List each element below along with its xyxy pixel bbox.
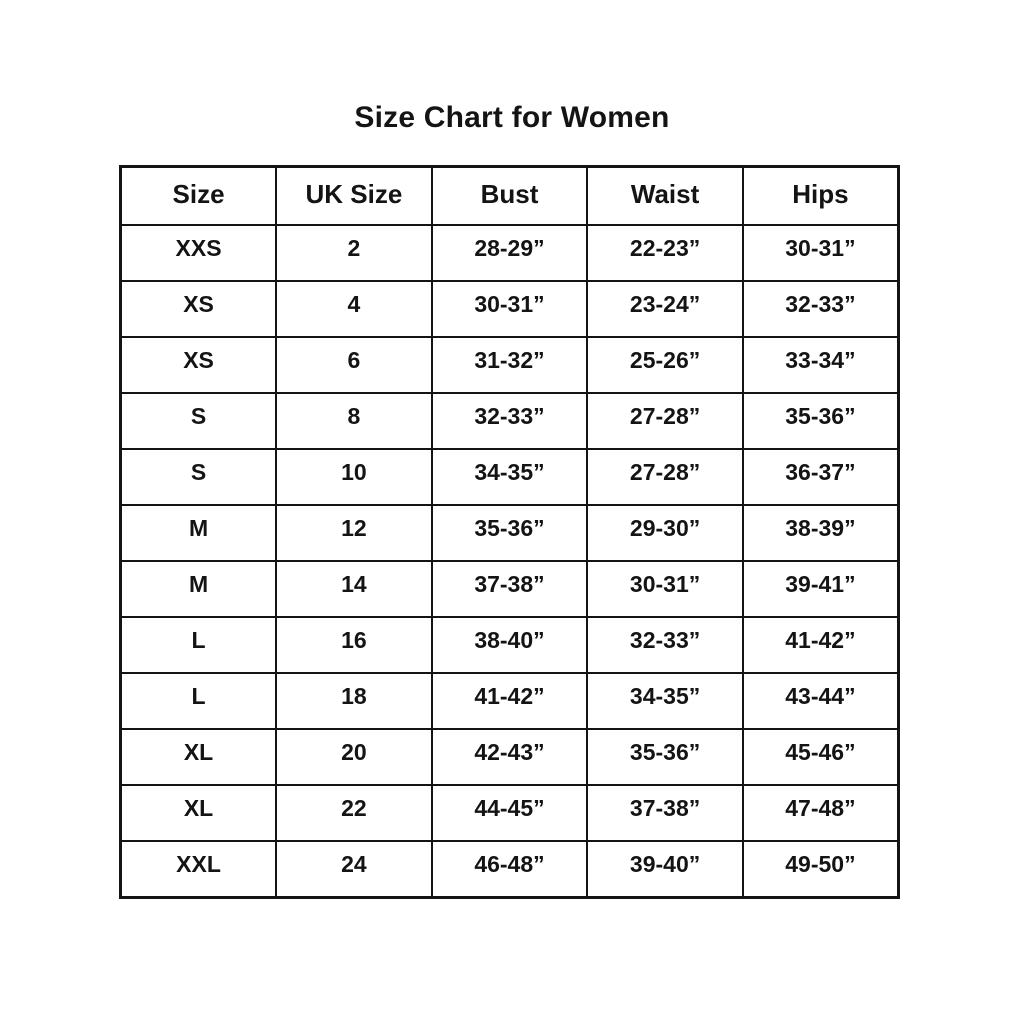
cell-bust: 34-35” — [430, 448, 589, 506]
table-row: S 8 32-33” 27-28” 35-36” — [119, 392, 900, 450]
cell-size: XXS — [119, 224, 278, 282]
cell-waist: 32-33” — [586, 616, 744, 674]
cell-size: XL — [119, 784, 278, 842]
cell-bust: 32-33” — [430, 392, 589, 450]
cell-waist: 27-28” — [586, 448, 744, 506]
size-table: Size UK Size Bust Waist Hips XXS 2 28-29” 22-23… — [119, 165, 900, 899]
cell-uk-size: 16 — [275, 616, 433, 674]
cell-uk-size: 20 — [275, 728, 433, 786]
cell-waist: 25-26” — [586, 336, 744, 394]
cell-bust: 31-32” — [430, 336, 589, 394]
cell-waist: 37-38” — [586, 784, 744, 842]
cell-uk-size: 14 — [275, 560, 433, 618]
cell-size: L — [119, 672, 278, 730]
cell-waist: 39-40” — [586, 840, 744, 898]
table-header: Size UK Size Bust Waist Hips — [119, 165, 900, 226]
cell-uk-size: 10 — [275, 448, 433, 506]
cell-hips: 41-42” — [741, 616, 900, 674]
table-body: XXS 2 28-29” 22-23” 30-31” XS 4 30-31” 23-24” 32-… — [119, 224, 900, 898]
cell-size: S — [119, 392, 278, 450]
cell-uk-size: 24 — [275, 840, 433, 898]
cell-uk-size: 4 — [275, 280, 433, 338]
cell-waist: 27-28” — [586, 392, 744, 450]
cell-bust: 42-43” — [430, 728, 589, 786]
cell-uk-size: 6 — [275, 336, 433, 394]
table-row: XXS 2 28-29” 22-23” 30-31” — [119, 224, 900, 282]
table-row: M 14 37-38” 30-31” 39-41” — [119, 560, 900, 618]
cell-waist: 30-31” — [586, 560, 744, 618]
table-row: XS 6 31-32” 25-26” 33-34” — [119, 336, 900, 394]
cell-hips: 49-50” — [741, 840, 900, 898]
column-header-waist: Waist — [586, 165, 744, 226]
cell-uk-size: 22 — [275, 784, 433, 842]
table-row: XXL 24 46-48” 39-40” 49-50” — [119, 840, 900, 898]
cell-waist: 22-23” — [586, 224, 744, 282]
cell-bust: 37-38” — [430, 560, 589, 618]
cell-waist: 34-35” — [586, 672, 744, 730]
cell-hips: 45-46” — [741, 728, 900, 786]
column-header-bust: Bust — [430, 165, 589, 226]
table-header-row: Size UK Size Bust Waist Hips — [119, 165, 900, 226]
size-table-container: Size UK Size Bust Waist Hips XXS 2 28-29” 22-23… — [119, 165, 900, 899]
cell-hips: 38-39” — [741, 504, 900, 562]
cell-size: M — [119, 504, 278, 562]
cell-hips: 47-48” — [741, 784, 900, 842]
page-title: Size Chart for Women — [354, 101, 670, 134]
cell-waist: 35-36” — [586, 728, 744, 786]
cell-waist: 23-24” — [586, 280, 744, 338]
cell-uk-size: 2 — [275, 224, 433, 282]
table-row: S 10 34-35” 27-28” 36-37” — [119, 448, 900, 506]
cell-hips: 32-33” — [741, 280, 900, 338]
table-row: XL 20 42-43” 35-36” 45-46” — [119, 728, 900, 786]
cell-uk-size: 12 — [275, 504, 433, 562]
cell-bust: 38-40” — [430, 616, 589, 674]
table-row: M 12 35-36” 29-30” 38-39” — [119, 504, 900, 562]
cell-uk-size: 18 — [275, 672, 433, 730]
cell-hips: 35-36” — [741, 392, 900, 450]
table-row: L 16 38-40” 32-33” 41-42” — [119, 616, 900, 674]
cell-bust: 30-31” — [430, 280, 589, 338]
cell-size: XS — [119, 336, 278, 394]
cell-bust: 35-36” — [430, 504, 589, 562]
cell-bust: 46-48” — [430, 840, 589, 898]
column-header-size: Size — [119, 165, 278, 226]
cell-size: S — [119, 448, 278, 506]
cell-waist: 29-30” — [586, 504, 744, 562]
cell-hips: 43-44” — [741, 672, 900, 730]
cell-hips: 36-37” — [741, 448, 900, 506]
column-header-hips: Hips — [741, 165, 900, 226]
column-header-uk-size: UK Size — [275, 165, 433, 226]
table-row: L 18 41-42” 34-35” 43-44” — [119, 672, 900, 730]
cell-size: XL — [119, 728, 278, 786]
cell-uk-size: 8 — [275, 392, 433, 450]
cell-hips: 39-41” — [741, 560, 900, 618]
cell-size: XXL — [119, 840, 278, 898]
cell-hips: 33-34” — [741, 336, 900, 394]
cell-size: XS — [119, 280, 278, 338]
table-row: XL 22 44-45” 37-38” 47-48” — [119, 784, 900, 842]
cell-size: M — [119, 560, 278, 618]
cell-bust: 44-45” — [430, 784, 589, 842]
cell-hips: 30-31” — [741, 224, 900, 282]
cell-size: L — [119, 616, 278, 674]
table-row: XS 4 30-31” 23-24” 32-33” — [119, 280, 900, 338]
cell-bust: 41-42” — [430, 672, 589, 730]
cell-bust: 28-29” — [430, 224, 589, 282]
